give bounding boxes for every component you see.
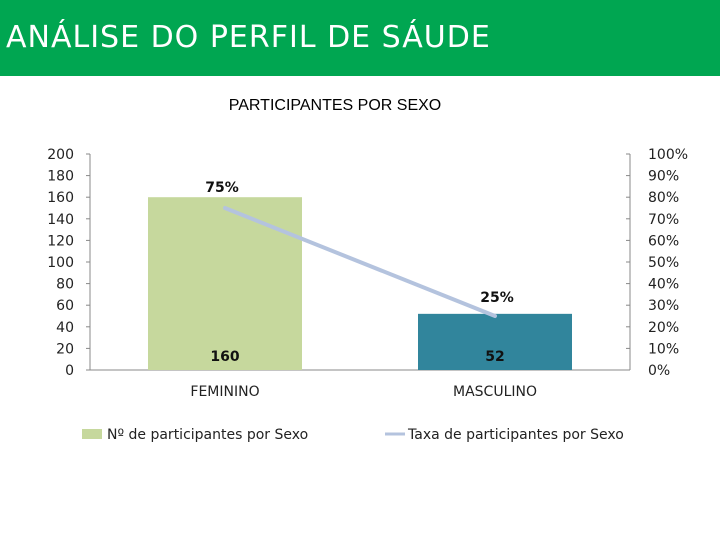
y2-tick-label: 40% xyxy=(648,277,679,293)
x-category-label: MASCULINO xyxy=(453,384,537,400)
y-tick-label: 20 xyxy=(56,341,74,357)
header-bar: ANÁLISE DO PERFIL DE SÁUDE xyxy=(0,0,720,76)
y2-tick-label: 0% xyxy=(648,363,670,379)
chart-title: PARTICIPANTES POR SEXO xyxy=(229,97,442,114)
y-tick-label: 200 xyxy=(47,147,74,163)
legend-label-line: Taxa de participantes por Sexo xyxy=(407,427,624,443)
y2-tick-label: 20% xyxy=(648,320,679,336)
y-tick-label: 100 xyxy=(47,255,74,271)
y2-tick-label: 80% xyxy=(648,190,679,206)
legend-label-bars: Nº de participantes por Sexo xyxy=(107,427,308,443)
bar-data-label: 160 xyxy=(210,349,239,365)
y-tick-label: 120 xyxy=(47,233,74,249)
y-tick-label: 140 xyxy=(47,212,74,228)
y-tick-label: 40 xyxy=(56,320,74,336)
x-category-label: FEMININO xyxy=(190,384,259,400)
y2-tick-label: 30% xyxy=(648,298,679,314)
page-title: ANÁLISE DO PERFIL DE SÁUDE xyxy=(6,20,491,55)
bar-data-label: 52 xyxy=(485,349,504,365)
chart: PARTICIPANTES POR SEXO 0 20 40 60 80 100 120 140… xyxy=(47,97,688,443)
y-tick-label: 80 xyxy=(56,277,74,293)
y2-tick-label: 50% xyxy=(648,255,679,271)
legend-swatch-bar xyxy=(82,429,102,439)
bar xyxy=(418,313,572,370)
y-tick-label: 60 xyxy=(56,298,74,314)
y2-tick-label: 100% xyxy=(648,147,688,163)
line-data-label: 25% xyxy=(480,290,514,306)
y-tick-label: 0 xyxy=(65,363,74,379)
y-tick-label: 160 xyxy=(47,190,74,206)
y2-tick-label: 90% xyxy=(648,169,679,185)
y2-tick-label: 60% xyxy=(648,233,679,249)
bar xyxy=(148,197,302,370)
y-tick-label: 180 xyxy=(47,169,74,185)
y2-tick-label: 10% xyxy=(648,341,679,357)
y2-tick-label: 70% xyxy=(648,212,679,228)
line-series xyxy=(223,206,497,318)
line-data-label: 75% xyxy=(205,180,239,196)
